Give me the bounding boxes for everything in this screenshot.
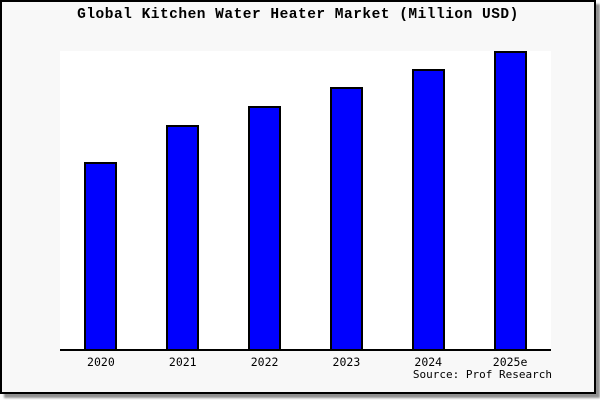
chart-figure: Global Kitchen Water Heater Market (Mill… [0, 0, 596, 394]
x-tick-label-2021: 2021 [168, 355, 197, 369]
bar-2022 [248, 105, 282, 349]
x-tick-label-2022: 2022 [250, 355, 279, 369]
bar-2020 [84, 161, 118, 349]
bar-2023 [329, 87, 363, 349]
bar-2024 [411, 68, 445, 349]
plot-area [60, 51, 551, 351]
x-tick-label-2020: 2020 [87, 355, 115, 369]
source-credit: Source: Prof Research [412, 368, 552, 381]
x-axis-labels: 2020 2021 2022 2023 2024 2025e [60, 355, 551, 369]
bar-2025e [493, 51, 527, 349]
x-tick-label-2023: 2023 [332, 355, 361, 369]
x-tick-label-2024: 2024 [414, 355, 443, 369]
bar-2021 [166, 124, 200, 349]
chart-title: Global Kitchen Water Heater Market (Mill… [77, 7, 519, 23]
x-tick-label-2025e: 2025e [492, 355, 528, 369]
